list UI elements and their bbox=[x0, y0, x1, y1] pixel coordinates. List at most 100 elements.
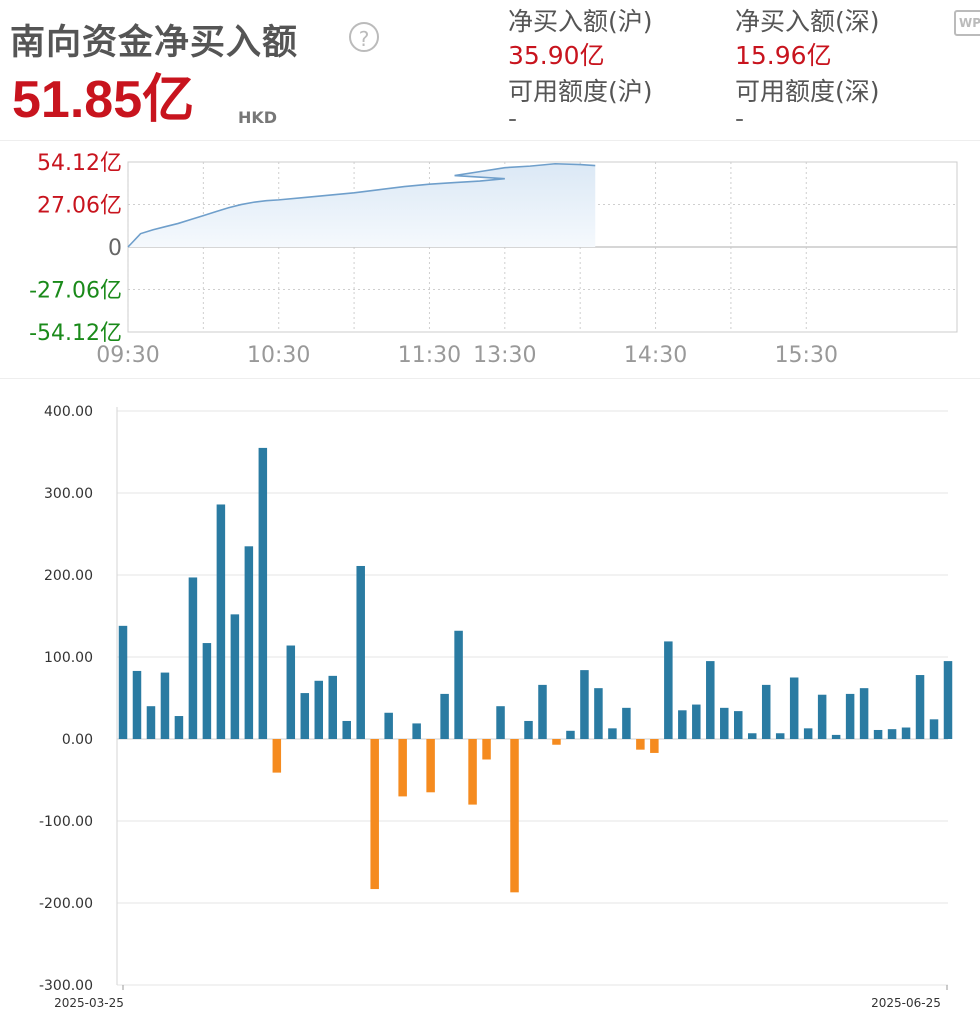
bar bbox=[482, 739, 491, 760]
bar bbox=[230, 614, 240, 739]
bar bbox=[398, 739, 407, 797]
bar bbox=[384, 712, 393, 739]
y-tick-label: 54.12亿 bbox=[37, 151, 122, 176]
bar bbox=[775, 733, 785, 739]
bar bbox=[202, 643, 212, 739]
sz-net-buy-value: 15.96亿 bbox=[735, 41, 832, 70]
bar bbox=[692, 704, 701, 739]
bar bbox=[887, 729, 897, 739]
y-tick-label: -54.12亿 bbox=[29, 321, 122, 346]
x-tick-label: 10:30 bbox=[247, 343, 310, 368]
bar bbox=[901, 727, 911, 739]
y-tick-label: 27.06亿 bbox=[37, 194, 122, 219]
sz-net-buy-label: 净买入额(深) bbox=[735, 7, 880, 36]
bar bbox=[300, 693, 310, 739]
bar bbox=[524, 720, 533, 739]
bar bbox=[510, 739, 519, 893]
y-tick-label: 400.00 bbox=[44, 404, 93, 420]
bar bbox=[859, 688, 869, 739]
y-tick-label: -27.06亿 bbox=[29, 279, 122, 304]
bar bbox=[845, 693, 855, 739]
x-tick-label: 13:30 bbox=[473, 343, 536, 368]
sh-quota-label: 可用额度(沪) bbox=[508, 77, 653, 106]
bar bbox=[873, 729, 883, 739]
bar bbox=[789, 677, 799, 739]
header-divider bbox=[0, 140, 980, 141]
total-net-buy-value: 51.85亿 bbox=[12, 71, 195, 129]
bar bbox=[761, 684, 771, 739]
page-title: 南向资金净买入额 bbox=[10, 23, 299, 63]
help-icon[interactable]: ? bbox=[349, 22, 379, 52]
bar bbox=[454, 630, 463, 739]
bar bbox=[216, 504, 226, 739]
bar bbox=[943, 661, 953, 739]
bar bbox=[188, 577, 198, 739]
bar bbox=[118, 625, 128, 739]
bar bbox=[286, 645, 296, 739]
wp-icon[interactable]: WP bbox=[954, 10, 980, 36]
bar bbox=[594, 688, 603, 739]
bar bbox=[650, 739, 659, 753]
bar bbox=[566, 730, 575, 739]
bar bbox=[664, 641, 673, 739]
x-tick-label: 14:30 bbox=[624, 343, 687, 368]
y-tick-label: 200.00 bbox=[44, 568, 93, 584]
bar bbox=[342, 720, 351, 739]
bar bbox=[174, 716, 184, 739]
bar bbox=[678, 710, 687, 739]
x-tick-label-first: 2025-03-25 bbox=[54, 996, 124, 1010]
y-tick-label: -100.00 bbox=[39, 814, 93, 830]
bar bbox=[929, 719, 939, 739]
bar bbox=[160, 672, 170, 739]
bar bbox=[132, 670, 142, 739]
chart-divider bbox=[0, 378, 980, 379]
bar bbox=[803, 728, 813, 739]
bar bbox=[244, 546, 254, 739]
area-fill bbox=[128, 163, 596, 247]
sh-quota-value: - bbox=[508, 104, 518, 133]
bar bbox=[580, 670, 589, 739]
bar bbox=[496, 706, 505, 739]
bar bbox=[314, 680, 324, 739]
bar bbox=[258, 447, 268, 739]
x-tick-label: 15:30 bbox=[775, 343, 838, 368]
bar bbox=[426, 739, 435, 793]
series-line bbox=[127, 162, 596, 248]
bar bbox=[720, 707, 729, 739]
x-tick-label: 09:30 bbox=[96, 343, 159, 368]
sz-quota-value: - bbox=[735, 104, 745, 133]
bar bbox=[747, 733, 757, 739]
currency-label: HKD bbox=[238, 108, 278, 127]
y-tick-label: -300.00 bbox=[39, 978, 93, 994]
bar bbox=[412, 723, 421, 739]
bar bbox=[706, 661, 715, 739]
bar bbox=[831, 734, 841, 739]
bars bbox=[118, 447, 953, 893]
bar bbox=[146, 706, 156, 739]
grid bbox=[117, 410, 948, 986]
bar bbox=[817, 694, 827, 739]
bar bbox=[538, 684, 547, 739]
bar bbox=[622, 707, 631, 739]
bar bbox=[440, 693, 449, 739]
x-tick-label-last: 2025-06-25 bbox=[871, 996, 941, 1010]
bar bbox=[636, 739, 645, 750]
daily-net-buy-bar-chart: 400.00 300.00 200.00 100.00 0.00 -100.00 -200.… bbox=[39, 404, 953, 1010]
y-tick-label: 0.00 bbox=[62, 732, 93, 748]
bar bbox=[328, 675, 337, 739]
bar bbox=[370, 739, 379, 890]
bar bbox=[915, 675, 925, 739]
bar bbox=[608, 728, 617, 739]
bar bbox=[356, 565, 365, 739]
y-tick-label: 100.00 bbox=[44, 650, 93, 666]
sz-quota-label: 可用额度(深) bbox=[735, 77, 880, 106]
x-tick-label: 11:30 bbox=[398, 343, 461, 368]
y-tick-label: -200.00 bbox=[39, 896, 93, 912]
bar bbox=[552, 739, 561, 745]
sh-net-buy-value: 35.90亿 bbox=[508, 41, 605, 70]
sh-net-buy-label: 净买入额(沪) bbox=[508, 7, 653, 36]
y-tick-label: 300.00 bbox=[44, 486, 93, 502]
y-tick-label: 0 bbox=[108, 236, 122, 261]
bar bbox=[468, 739, 477, 805]
